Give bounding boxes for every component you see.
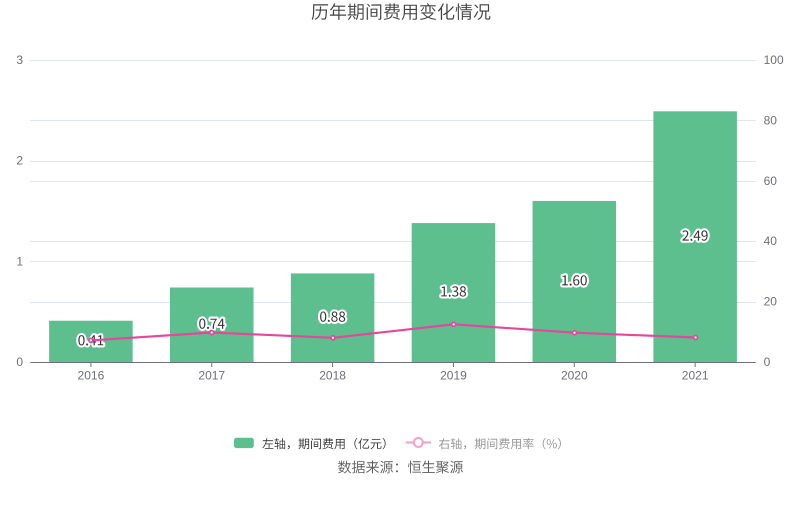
svg-text:40: 40	[764, 234, 778, 248]
svg-text:1: 1	[16, 254, 23, 268]
svg-text:2018: 2018	[319, 369, 346, 383]
svg-text:80: 80	[764, 113, 778, 127]
svg-text:0: 0	[16, 355, 23, 369]
svg-text:3: 3	[16, 53, 23, 67]
svg-text:2020: 2020	[561, 369, 588, 383]
svg-text:100: 100	[764, 53, 784, 67]
svg-text:2: 2	[16, 154, 23, 168]
svg-text:0: 0	[764, 355, 771, 369]
svg-text:60: 60	[764, 174, 778, 188]
svg-text:20: 20	[764, 295, 778, 309]
svg-text:2021: 2021	[682, 369, 709, 383]
svg-text:2017: 2017	[198, 369, 225, 383]
svg-text:2016: 2016	[78, 369, 105, 383]
svg-text:2019: 2019	[440, 369, 467, 383]
